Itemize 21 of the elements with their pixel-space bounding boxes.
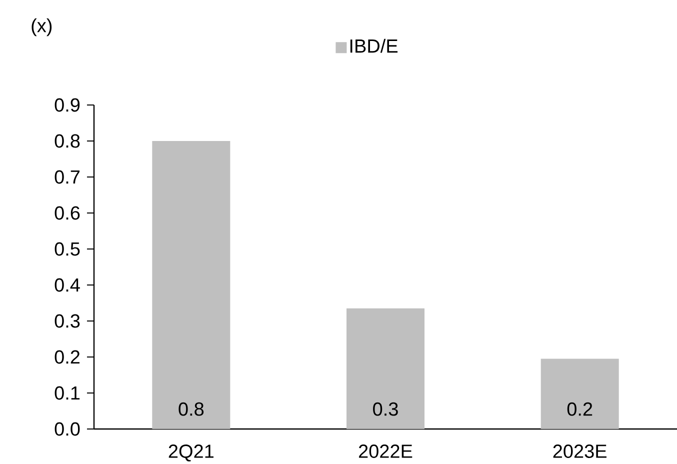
data-label: 0.2 [567, 402, 592, 416]
legend-label: IBD/E [350, 38, 398, 53]
y-tick-label: 0.4 [54, 278, 80, 292]
y-tick-label: 0.5 [54, 242, 80, 256]
x-tick-label: 2023E [553, 444, 606, 458]
x-tick-label: 2Q21 [168, 444, 214, 462]
bar [346, 308, 425, 429]
bar [152, 141, 230, 429]
y-tick-label: 0.3 [54, 314, 80, 328]
bar [540, 358, 619, 429]
y-tick-label: 0.0 [54, 422, 80, 436]
y-tick-label: 0.8 [54, 134, 80, 148]
y-tick-label: 0.9 [54, 98, 80, 112]
data-label: 0.8 [178, 402, 204, 416]
y-axis-title: (x) [32, 18, 52, 36]
x-tick-label: 2022E [358, 444, 412, 458]
y-tick-label: 0.2 [54, 350, 80, 364]
y-tick-label: 0.7 [54, 170, 80, 184]
y-tick-label: 0.6 [54, 206, 80, 220]
y-tick-label: 0.1 [54, 386, 80, 400]
data-label: 0.3 [373, 402, 398, 416]
